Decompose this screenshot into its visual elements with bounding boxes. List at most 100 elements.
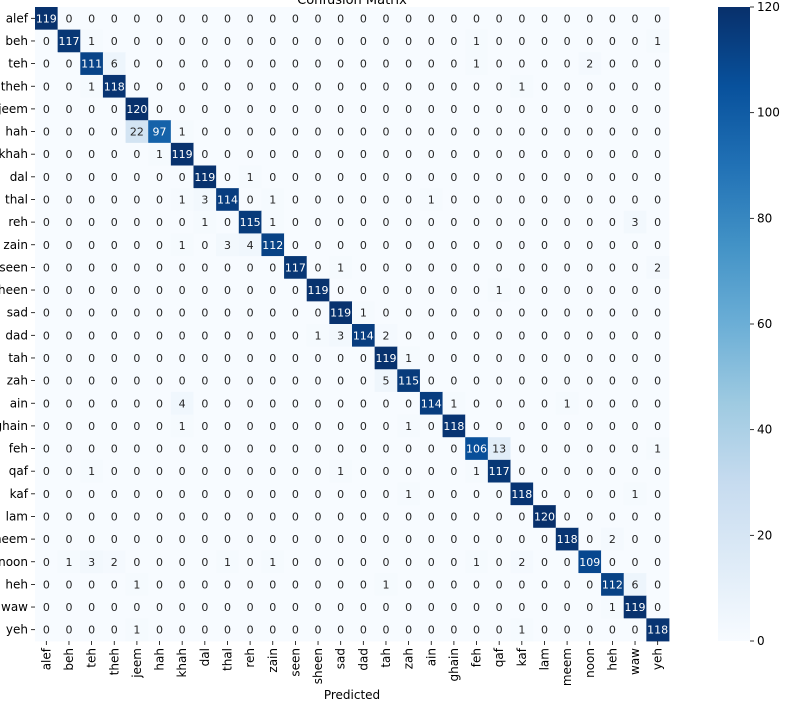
heatmap-cell [238, 482, 262, 506]
cell-value-label: 0 [315, 352, 322, 365]
cell-value-label: 0 [496, 601, 503, 614]
heatmap-cell [646, 505, 670, 529]
cell-value-label: 0 [450, 284, 457, 297]
cell-value-label: 0 [564, 12, 571, 25]
cell-value-label: 0 [450, 601, 457, 614]
heatmap-cell [35, 618, 59, 642]
heatmap-cell [102, 505, 126, 529]
heatmap-cell [193, 97, 217, 121]
cell-value-label: 0 [201, 488, 208, 501]
heatmap-cell [510, 391, 534, 415]
heatmap-cell [442, 527, 466, 551]
heatmap-cell [487, 595, 511, 619]
cell-value-label: 0 [632, 375, 639, 388]
cell-value-label: 0 [269, 578, 276, 591]
heatmap-cell [533, 459, 557, 483]
heatmap-cell [261, 188, 285, 212]
cell-value-label: 0 [224, 307, 231, 320]
cell-value-label: 0 [405, 307, 412, 320]
heatmap-cell [329, 437, 353, 461]
heatmap-cell [623, 233, 647, 257]
cell-value-label: 0 [405, 148, 412, 161]
cell-value-label: 0 [201, 510, 208, 523]
cell-value-label: 0 [518, 533, 525, 546]
cell-value-label: 0 [473, 239, 480, 252]
cell-value-label: 0 [473, 126, 480, 139]
cell-value-label: 0 [518, 352, 525, 365]
heatmap-cell [352, 573, 376, 597]
heatmap-cell [397, 595, 421, 619]
heatmap-cell [238, 210, 262, 234]
heatmap-cell [533, 369, 557, 393]
cell-value-label: 114 [353, 329, 374, 342]
cell-value-label: 0 [382, 80, 389, 93]
heatmap-cell [238, 414, 262, 438]
cell-value-label: 0 [654, 284, 661, 297]
cell-value-label: 0 [405, 216, 412, 229]
heatmap-cell [261, 29, 285, 53]
heatmap-cell [329, 233, 353, 257]
cell-value-label: 0 [382, 601, 389, 614]
cell-value-label: 0 [473, 601, 480, 614]
x-tick-label: theh [107, 648, 121, 675]
cell-value-label: 0 [201, 578, 208, 591]
y-tick-label: kaf [10, 487, 29, 501]
y-tick-label: yeh [6, 623, 28, 637]
heatmap-cell [374, 369, 398, 393]
x-tick-label: teh [85, 648, 99, 668]
heatmap-cell [465, 29, 489, 53]
cell-value-label: 0 [224, 148, 231, 161]
cell-value-label: 0 [292, 35, 299, 48]
heatmap-cell [57, 550, 81, 574]
cell-value-label: 118 [443, 420, 464, 433]
heatmap-cell [238, 74, 262, 98]
cell-value-label: 0 [450, 375, 457, 388]
heatmap-cell [601, 414, 625, 438]
cell-value-label: 118 [511, 488, 532, 501]
cell-value-label: 0 [473, 624, 480, 637]
heatmap-cell [148, 437, 172, 461]
heatmap-cell [306, 52, 330, 76]
cell-value-label: 0 [632, 510, 639, 523]
heatmap-cell [510, 437, 534, 461]
heatmap-cell [329, 301, 353, 325]
cell-value-label: 0 [65, 397, 72, 410]
heatmap-cell [623, 324, 647, 348]
heatmap-cell [193, 165, 217, 189]
heatmap-cell [465, 52, 489, 76]
heatmap-cell [284, 550, 308, 574]
cell-value-label: 0 [337, 239, 344, 252]
cell-value-label: 0 [88, 578, 95, 591]
cell-value-label: 0 [156, 624, 163, 637]
cell-value-label: 0 [496, 420, 503, 433]
cell-value-label: 0 [224, 329, 231, 342]
heatmap-cell [510, 233, 534, 257]
cell-value-label: 0 [654, 171, 661, 184]
cell-value-label: 0 [88, 126, 95, 139]
cell-value-label: 0 [269, 307, 276, 320]
cell-value-label: 0 [428, 443, 435, 456]
heatmap-cell [170, 459, 194, 483]
cell-value-label: 0 [654, 126, 661, 139]
heatmap-cell [193, 256, 217, 280]
heatmap-cell [216, 142, 240, 166]
cell-value-label: 119 [172, 148, 193, 161]
heatmap-cell [306, 233, 330, 257]
cell-value-label: 0 [654, 216, 661, 229]
cell-value-label: 0 [428, 533, 435, 546]
heatmap-cell [102, 165, 126, 189]
heatmap-cell [397, 188, 421, 212]
heatmap-cell [125, 52, 149, 76]
cell-value-label: 0 [405, 443, 412, 456]
cell-value-label: 0 [450, 261, 457, 274]
heatmap-cell [35, 165, 59, 189]
heatmap-cell [35, 414, 59, 438]
cell-value-label: 0 [247, 329, 254, 342]
cell-value-label: 0 [179, 624, 186, 637]
heatmap-cell [397, 505, 421, 529]
heatmap-cell [442, 7, 466, 31]
cell-value-label: 0 [518, 375, 525, 388]
cell-value-label: 0 [360, 193, 367, 206]
cell-value-label: 0 [133, 488, 140, 501]
heatmap-cell [170, 142, 194, 166]
